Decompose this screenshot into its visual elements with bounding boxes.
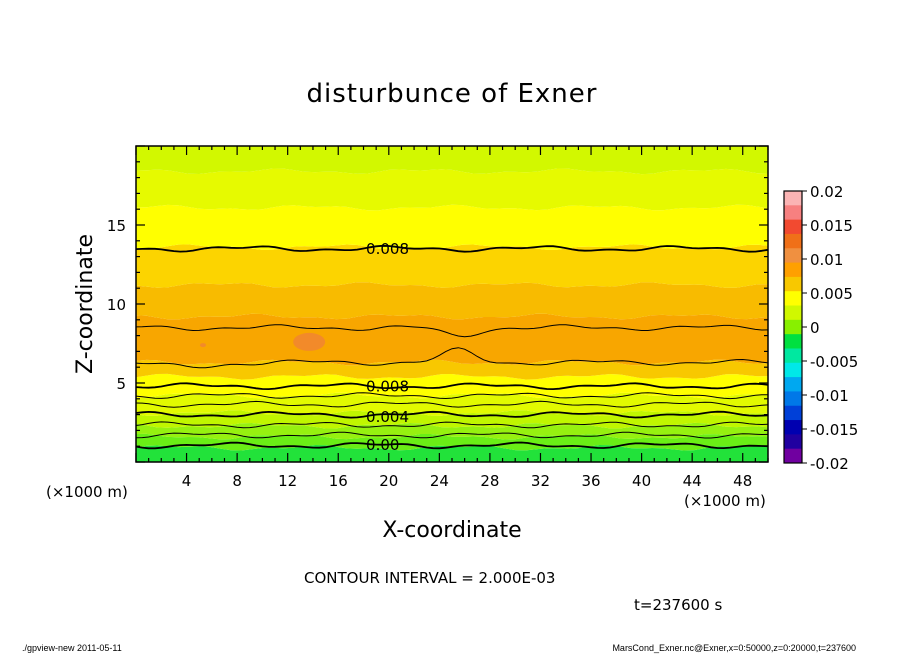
y-axis-label: Z-coordinate bbox=[73, 234, 98, 374]
colorbar-swatch bbox=[784, 191, 802, 206]
contour-label: 0.00 bbox=[366, 436, 399, 454]
colorbar-swatch bbox=[784, 420, 802, 435]
colorbar-swatch bbox=[784, 319, 802, 335]
x-tick-label: 4 bbox=[182, 472, 192, 490]
x-unit-left: (×1000 m) bbox=[46, 483, 128, 501]
colorbar-swatch bbox=[784, 262, 802, 278]
colorbar-swatch bbox=[784, 305, 802, 321]
x-tick-label: 44 bbox=[683, 472, 702, 490]
footer-right: MarsCond_Exner.nc@Exner,x=0:50000,z=0:20… bbox=[612, 643, 856, 653]
contour-band bbox=[136, 168, 768, 211]
colorbar-label: 0.02 bbox=[810, 183, 843, 201]
x-tick-labels: 4 8 12 16 20 24 28 32 36 40 44 48 bbox=[182, 472, 752, 490]
colorbar-swatch bbox=[784, 434, 802, 450]
colorbar-swatch bbox=[784, 276, 802, 292]
x-tick-label: 20 bbox=[379, 472, 398, 490]
contour-label: 0.004 bbox=[366, 408, 409, 426]
time-annotation: t=237600 s bbox=[634, 596, 722, 614]
colorbar-swatch bbox=[784, 391, 802, 407]
x-unit-right: (×1000 m) bbox=[684, 492, 766, 510]
x-tick-label: 12 bbox=[278, 472, 297, 490]
contour-labels: 0.00 0.004 0.008 0.008 bbox=[366, 240, 409, 454]
colorbar-swatch bbox=[784, 405, 802, 421]
contour-band bbox=[136, 359, 768, 380]
colorbar-swatch bbox=[784, 291, 802, 307]
colorbar-label: 0.01 bbox=[810, 251, 843, 269]
colorbar-label: -0.02 bbox=[810, 455, 849, 473]
contour-line bbox=[135, 324, 769, 338]
contour-band bbox=[136, 146, 768, 175]
x-tick-label: 40 bbox=[632, 472, 651, 490]
contour-line bbox=[135, 347, 769, 369]
colorbar bbox=[783, 190, 803, 464]
contour-line bbox=[135, 421, 769, 429]
colorbar-label: -0.005 bbox=[810, 353, 858, 371]
contour-line bbox=[135, 244, 769, 253]
x-axis-label: X-coordinate bbox=[382, 518, 521, 543]
contour-line bbox=[135, 441, 769, 450]
y-tick-label: 5 bbox=[116, 375, 126, 393]
contour-line bbox=[135, 431, 769, 439]
chart-title: disturbunce of Exner bbox=[307, 79, 598, 109]
contour-lines bbox=[135, 244, 769, 450]
axis-ticks bbox=[135, 145, 769, 463]
contour-band bbox=[136, 392, 768, 416]
colorbar-label: -0.015 bbox=[810, 421, 858, 439]
contour-line bbox=[135, 392, 768, 400]
y-tick-label: 15 bbox=[107, 217, 126, 235]
colorbar-labels: 0.02 0.015 0.01 0.005 0 -0.005 -0.01 -0.015 -0.0… bbox=[802, 183, 858, 473]
y-tick-label: 10 bbox=[107, 296, 126, 314]
contour-band bbox=[136, 313, 768, 366]
contour-label: 0.008 bbox=[366, 240, 409, 258]
contour-line bbox=[135, 382, 769, 391]
colorbar-swatch bbox=[784, 362, 802, 378]
local-max-blob bbox=[293, 332, 326, 351]
colorbar-label: 0 bbox=[810, 319, 820, 337]
x-tick-label: 8 bbox=[232, 472, 242, 490]
colorbar-label: 0.005 bbox=[810, 285, 853, 303]
y-tick-labels: 5 10 15 bbox=[107, 217, 126, 393]
contour-band bbox=[136, 422, 768, 440]
x-tick-label: 48 bbox=[733, 472, 752, 490]
colorbar-swatch bbox=[784, 448, 802, 464]
colorbar-swatch bbox=[784, 205, 802, 221]
contour-band bbox=[136, 282, 768, 320]
contour-label: 0.008 bbox=[366, 378, 409, 396]
x-tick-label: 28 bbox=[480, 472, 499, 490]
contour-band bbox=[136, 204, 768, 250]
colorbar-swatch bbox=[784, 334, 802, 349]
contour-line bbox=[135, 410, 769, 419]
colorbar-swatch bbox=[784, 377, 802, 392]
colorbar-swatch bbox=[784, 219, 802, 235]
contour-line bbox=[135, 400, 769, 408]
x-tick-label: 16 bbox=[329, 472, 348, 490]
colorbar-swatch bbox=[784, 233, 802, 249]
colorbar-swatch bbox=[784, 248, 802, 264]
x-tick-label: 24 bbox=[430, 472, 449, 490]
footer-left: ./gpview-new 2011-05-11 bbox=[22, 643, 122, 653]
colorbar-swatch bbox=[784, 348, 802, 364]
contour-band bbox=[136, 244, 768, 288]
contour-band bbox=[136, 445, 768, 462]
local-max-blob bbox=[199, 343, 206, 348]
plot-area bbox=[136, 146, 768, 462]
x-tick-label: 32 bbox=[531, 472, 550, 490]
x-tick-label: 36 bbox=[581, 472, 600, 490]
colorbar-label: 0.015 bbox=[810, 217, 853, 235]
contour-interval-text: CONTOUR INTERVAL = 2.000E-03 bbox=[304, 569, 555, 587]
colorbar-label: -0.01 bbox=[810, 387, 849, 405]
